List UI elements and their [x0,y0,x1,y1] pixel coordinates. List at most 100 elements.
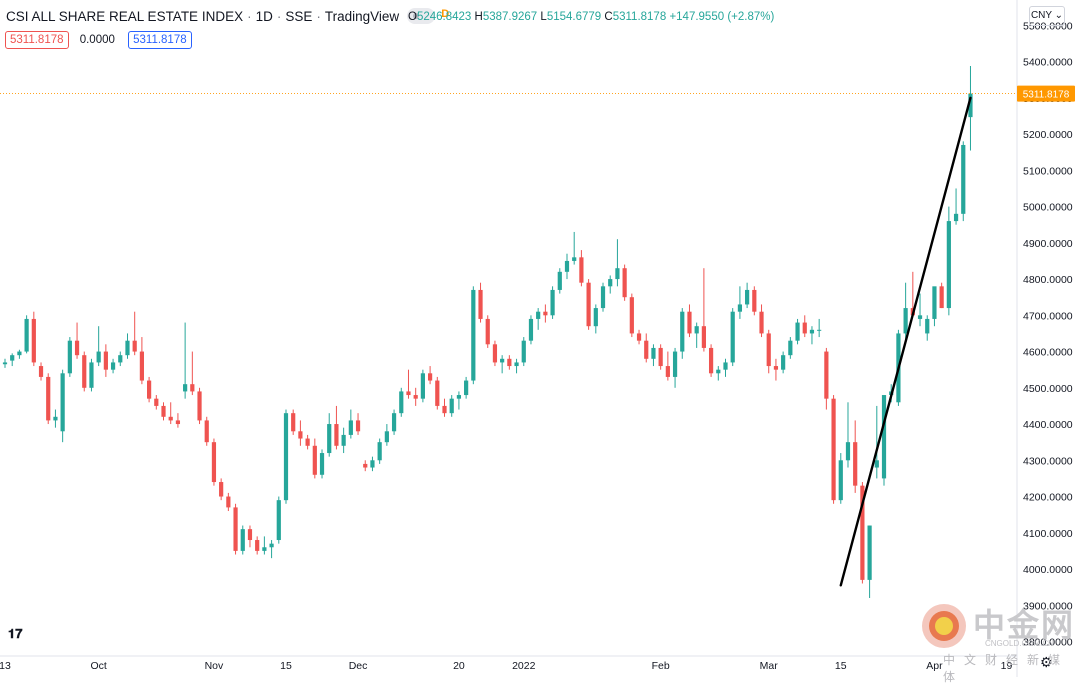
candle-body [853,442,858,486]
value-box-blue: 5311.8178 [128,31,192,49]
candle-body [53,416,58,421]
candle-up [341,427,346,454]
ohlc-readout: O5246.8423 H5387.9267 L5154.6779 C5311.8… [408,11,774,23]
y-tick-label: 3900.0000 [1023,600,1073,612]
x-tick-label: Dec [349,660,368,672]
candle-up [377,438,382,464]
candle-body [211,442,217,483]
candle-body [550,289,555,316]
candle-body [406,391,411,396]
candle-body [139,351,144,381]
x-tick-label: 20 [453,660,465,672]
candle-down [139,337,144,385]
candle-up [716,366,721,381]
candle-body [622,268,627,298]
candle-up [528,315,534,345]
candle-up [946,206,951,316]
interval-label[interactable]: 1D [255,8,273,24]
candle-body [298,431,303,439]
candle-body [809,329,815,334]
candle-body [10,355,15,361]
x-tick-label: 15 [835,660,847,672]
candle-body [341,434,346,446]
candle-down [168,402,173,425]
tradingview-logo-icon[interactable]: 𝟏𝟕 [8,627,23,642]
candle-body [615,268,620,280]
ohlc-o-label: O [408,11,417,23]
candle-down [219,478,224,501]
y-tick-label: 5500.0000 [1023,20,1073,32]
candle-body [824,351,829,399]
candle-up [464,376,469,399]
candle-up [283,409,289,504]
ohlc-h-label: H [474,11,483,23]
exchange-label: SSE [285,8,313,24]
gear-icon[interactable]: ⚙ [1040,654,1053,670]
market-status-badge[interactable]: D [407,8,449,24]
status-dot-icon [413,13,420,19]
candle-body [492,344,498,363]
candle-body [586,282,591,327]
candle-down [586,279,591,330]
candle-up [24,315,29,354]
candle-body [716,369,721,374]
candle-up [845,402,851,468]
candle-body [860,485,865,580]
candle-body [399,391,404,414]
candle-body [103,351,108,370]
currency-selector[interactable]: CNY ⌄ [1029,6,1065,26]
candle-body [442,405,447,414]
ohlc-close: 5311.8178 [612,11,667,23]
candle-up [118,351,123,367]
candle-body [219,482,224,497]
candle-up [737,286,743,319]
y-tick-label: 4200.0000 [1023,492,1073,504]
watermark-logo-icon [922,604,966,648]
candle-up [809,326,815,345]
candle-body [240,529,245,551]
price-label-badge [1017,85,1075,102]
candle-body [838,460,843,501]
candle-body [74,340,80,356]
candle-down [355,413,361,435]
candle-up [456,391,462,410]
candle-up [500,355,505,374]
candle-body [802,322,807,334]
candle-down [773,358,779,381]
candle-body [932,286,937,319]
candle-down [413,387,418,406]
candle-down [211,438,217,486]
candle-up [348,409,353,439]
candle-down [363,460,368,472]
candle-body [327,424,332,454]
candle-body [420,373,425,399]
candle-body [291,413,296,432]
y-tick-label: 4400.0000 [1023,419,1073,431]
candle-down [478,282,483,323]
candle-up [961,141,966,222]
candle-up [370,456,375,472]
candle-body [110,362,116,370]
ohlc-change: +147.9550 (+2.87%) [669,11,775,23]
candle-body [528,318,534,341]
candle-down [46,373,51,425]
candle-up [2,358,8,368]
candle-up [96,326,101,367]
candle-down [752,286,757,316]
candle-down [701,268,706,352]
candle-body [701,326,706,348]
symbol-title[interactable]: CSI ALL SHARE REAL ESTATE INDEX [6,8,244,24]
candle-up [391,409,397,435]
candle-body [17,351,22,356]
candle-down [622,264,627,301]
candle-up [564,253,570,280]
candle-down [255,536,260,555]
candle-body [557,271,562,290]
candle-body [874,460,879,468]
candle-body [536,311,541,319]
price-label: 5311.8178 [1023,90,1070,101]
candle-up [269,540,274,559]
candle-body [355,420,361,432]
candle-up [10,353,15,367]
